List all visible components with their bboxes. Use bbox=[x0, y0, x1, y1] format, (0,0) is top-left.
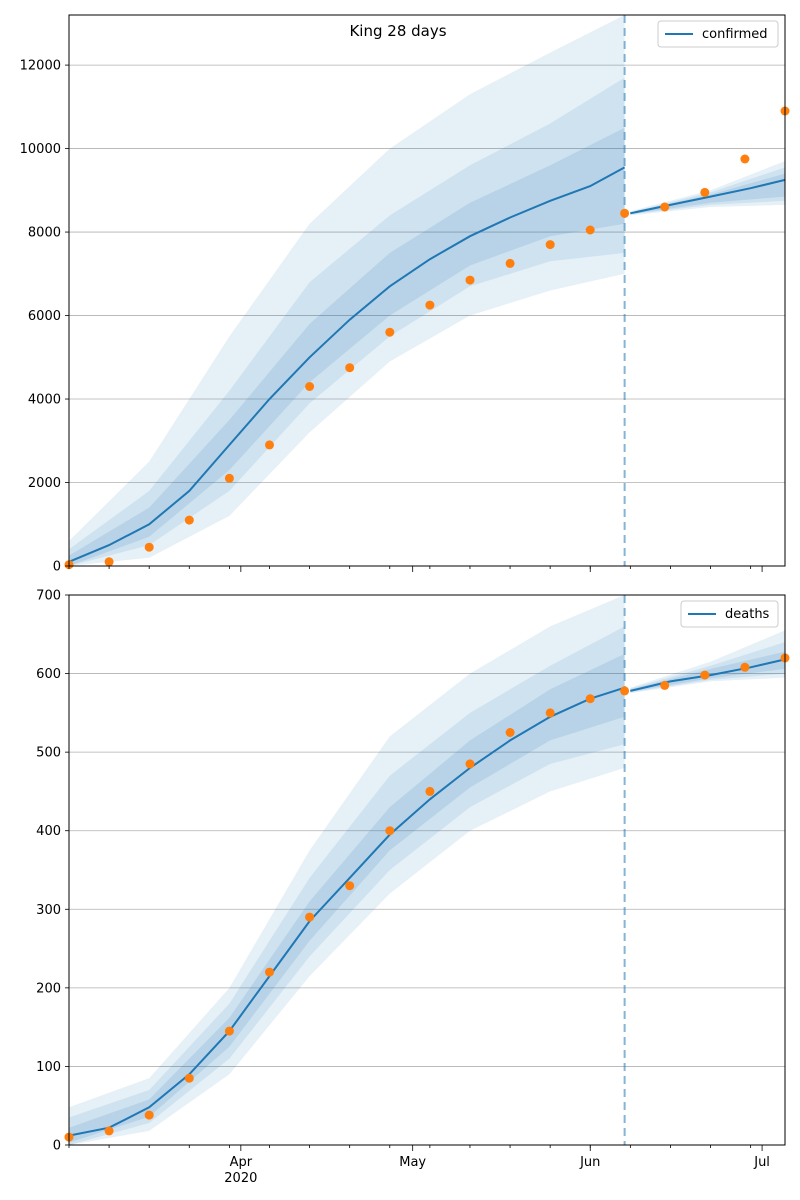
deaths-legend-label: deaths bbox=[725, 607, 770, 622]
observed-point bbox=[345, 363, 355, 373]
observed-point bbox=[224, 1026, 234, 1036]
uncertainty-band-middle bbox=[630, 642, 785, 693]
observed-point bbox=[660, 202, 670, 212]
observed-point bbox=[545, 708, 555, 718]
x-tick-label: Apr bbox=[230, 1155, 253, 1170]
observed-point bbox=[585, 225, 595, 235]
y-tick-label: 100 bbox=[36, 1060, 61, 1075]
x-tick-label: May bbox=[399, 1155, 426, 1170]
observed-point bbox=[305, 912, 315, 922]
confirmed-panel: 0 2000 4000 6000 8000 10000 12000 King 28 days… bbox=[20, 14, 790, 575]
median-line-segment bbox=[68, 166, 626, 563]
confirmed-legend-box bbox=[657, 20, 779, 48]
observed-point bbox=[620, 208, 630, 218]
observed-point bbox=[740, 154, 750, 164]
uncertainty-band-outer bbox=[630, 161, 785, 216]
deaths-legend-box bbox=[680, 600, 779, 628]
deaths-median-line bbox=[68, 658, 786, 1137]
observed-point bbox=[224, 473, 234, 483]
y-tick-label: 300 bbox=[36, 903, 61, 918]
observed-point bbox=[620, 686, 630, 696]
observed-point bbox=[104, 557, 114, 567]
observed-point bbox=[545, 240, 555, 250]
uncertainty-band-inner bbox=[630, 173, 785, 215]
confirmed-legend: confirmed bbox=[657, 20, 779, 48]
plot-frame bbox=[68, 14, 786, 567]
chart-title: King 28 days bbox=[349, 22, 446, 40]
deaths-gridlines bbox=[69, 673, 785, 1067]
y-tick-label: 6000 bbox=[28, 309, 61, 324]
observed-point bbox=[144, 1110, 154, 1120]
y-tick-label: 200 bbox=[36, 981, 61, 996]
observed-point bbox=[305, 382, 315, 391]
x-tick-label: Jun bbox=[579, 1155, 600, 1170]
median-line-segment bbox=[630, 658, 786, 692]
y-tick-label: 12000 bbox=[20, 59, 61, 74]
y-tick-label: 0 bbox=[53, 560, 61, 575]
uncertainty-band-outer bbox=[69, 595, 625, 1145]
observed-point bbox=[385, 327, 395, 337]
median-line-segment bbox=[68, 686, 625, 1137]
confirmed-axes: 0 2000 4000 6000 8000 10000 12000 bbox=[20, 14, 786, 575]
observed-point bbox=[585, 694, 595, 704]
observed-point bbox=[144, 542, 154, 552]
confirmed-legend-label: confirmed bbox=[702, 27, 768, 42]
observed-point bbox=[465, 275, 475, 285]
deaths-observed-points bbox=[64, 653, 790, 1142]
observed-point bbox=[104, 1126, 114, 1136]
y-tick-label: 0 bbox=[53, 1139, 61, 1154]
observed-point bbox=[505, 258, 515, 268]
confirmed-median-line bbox=[68, 166, 786, 563]
observed-point bbox=[265, 967, 274, 977]
median-line-segment bbox=[630, 178, 786, 215]
observed-point bbox=[184, 515, 194, 525]
observed-point bbox=[425, 300, 435, 310]
y-tick-label: 600 bbox=[36, 667, 61, 682]
observed-point bbox=[505, 728, 515, 737]
x-tick-sublabel: 2020 bbox=[224, 1171, 257, 1186]
y-tick-label: 400 bbox=[36, 824, 61, 839]
y-tick-label: 500 bbox=[36, 746, 61, 761]
y-tick-label: 8000 bbox=[28, 226, 61, 241]
uncertainty-band-middle bbox=[630, 167, 785, 215]
plot-frame bbox=[68, 594, 786, 1146]
uncertainty-band-outer bbox=[630, 630, 785, 694]
deaths-legend: deaths bbox=[680, 600, 779, 628]
observed-point bbox=[465, 759, 475, 769]
observed-point bbox=[345, 881, 355, 891]
uncertainty-band-inner bbox=[69, 653, 625, 1143]
uncertainty-band-inner bbox=[69, 127, 625, 566]
observed-point bbox=[385, 826, 395, 836]
observed-point bbox=[700, 670, 710, 680]
uncertainty-band-outer bbox=[69, 15, 625, 566]
observed-point bbox=[265, 440, 274, 450]
observed-point bbox=[740, 662, 750, 672]
observed-point bbox=[700, 187, 710, 197]
y-tick-label: 4000 bbox=[28, 393, 61, 408]
observed-point bbox=[184, 1073, 194, 1083]
observed-point bbox=[425, 786, 435, 796]
confirmed-gridlines bbox=[69, 64, 785, 483]
y-tick-label: 2000 bbox=[28, 476, 61, 491]
x-tick-label: Jul bbox=[753, 1155, 770, 1170]
y-tick-label: 10000 bbox=[20, 142, 61, 157]
observed-point bbox=[660, 680, 670, 690]
y-tick-label: 700 bbox=[36, 589, 61, 604]
